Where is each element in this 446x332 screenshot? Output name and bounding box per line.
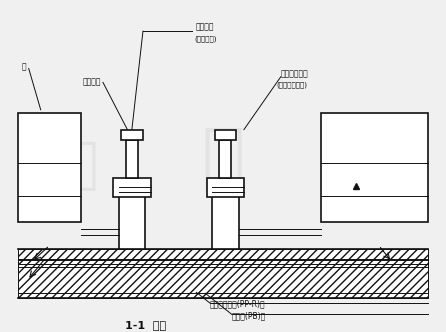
Text: 内螺纹大: 内螺纹大 [83,77,101,86]
Bar [215,130,236,140]
Bar [18,113,81,222]
Text: 网: 网 [349,139,382,193]
Bar [321,113,428,222]
Text: 龙: 龙 [201,125,245,194]
Bar [206,178,244,198]
Bar [18,249,428,298]
Bar [219,140,231,178]
Bar [119,189,145,249]
Text: 筑: 筑 [64,139,97,193]
Text: 管件帽盖: 管件帽盖 [196,23,215,32]
Text: 遮缩管(PB)管: 遮缩管(PB)管 [232,311,266,320]
Bar [121,130,143,140]
Text: 1-1  剪面: 1-1 剪面 [125,320,166,330]
Text: 无缝热熴居盘(PP-R)管: 无缝热熴居盘(PP-R)管 [210,299,265,308]
Text: (左旋内纹接口): (左旋内纹接口) [277,82,307,88]
Bar [126,140,138,178]
Bar [113,178,151,198]
Text: 墙: 墙 [22,62,27,71]
Text: (左旋内纹): (左旋内纹) [194,36,216,42]
Text: 管式内套三通: 管式内套三通 [281,69,309,78]
Bar [212,189,239,249]
